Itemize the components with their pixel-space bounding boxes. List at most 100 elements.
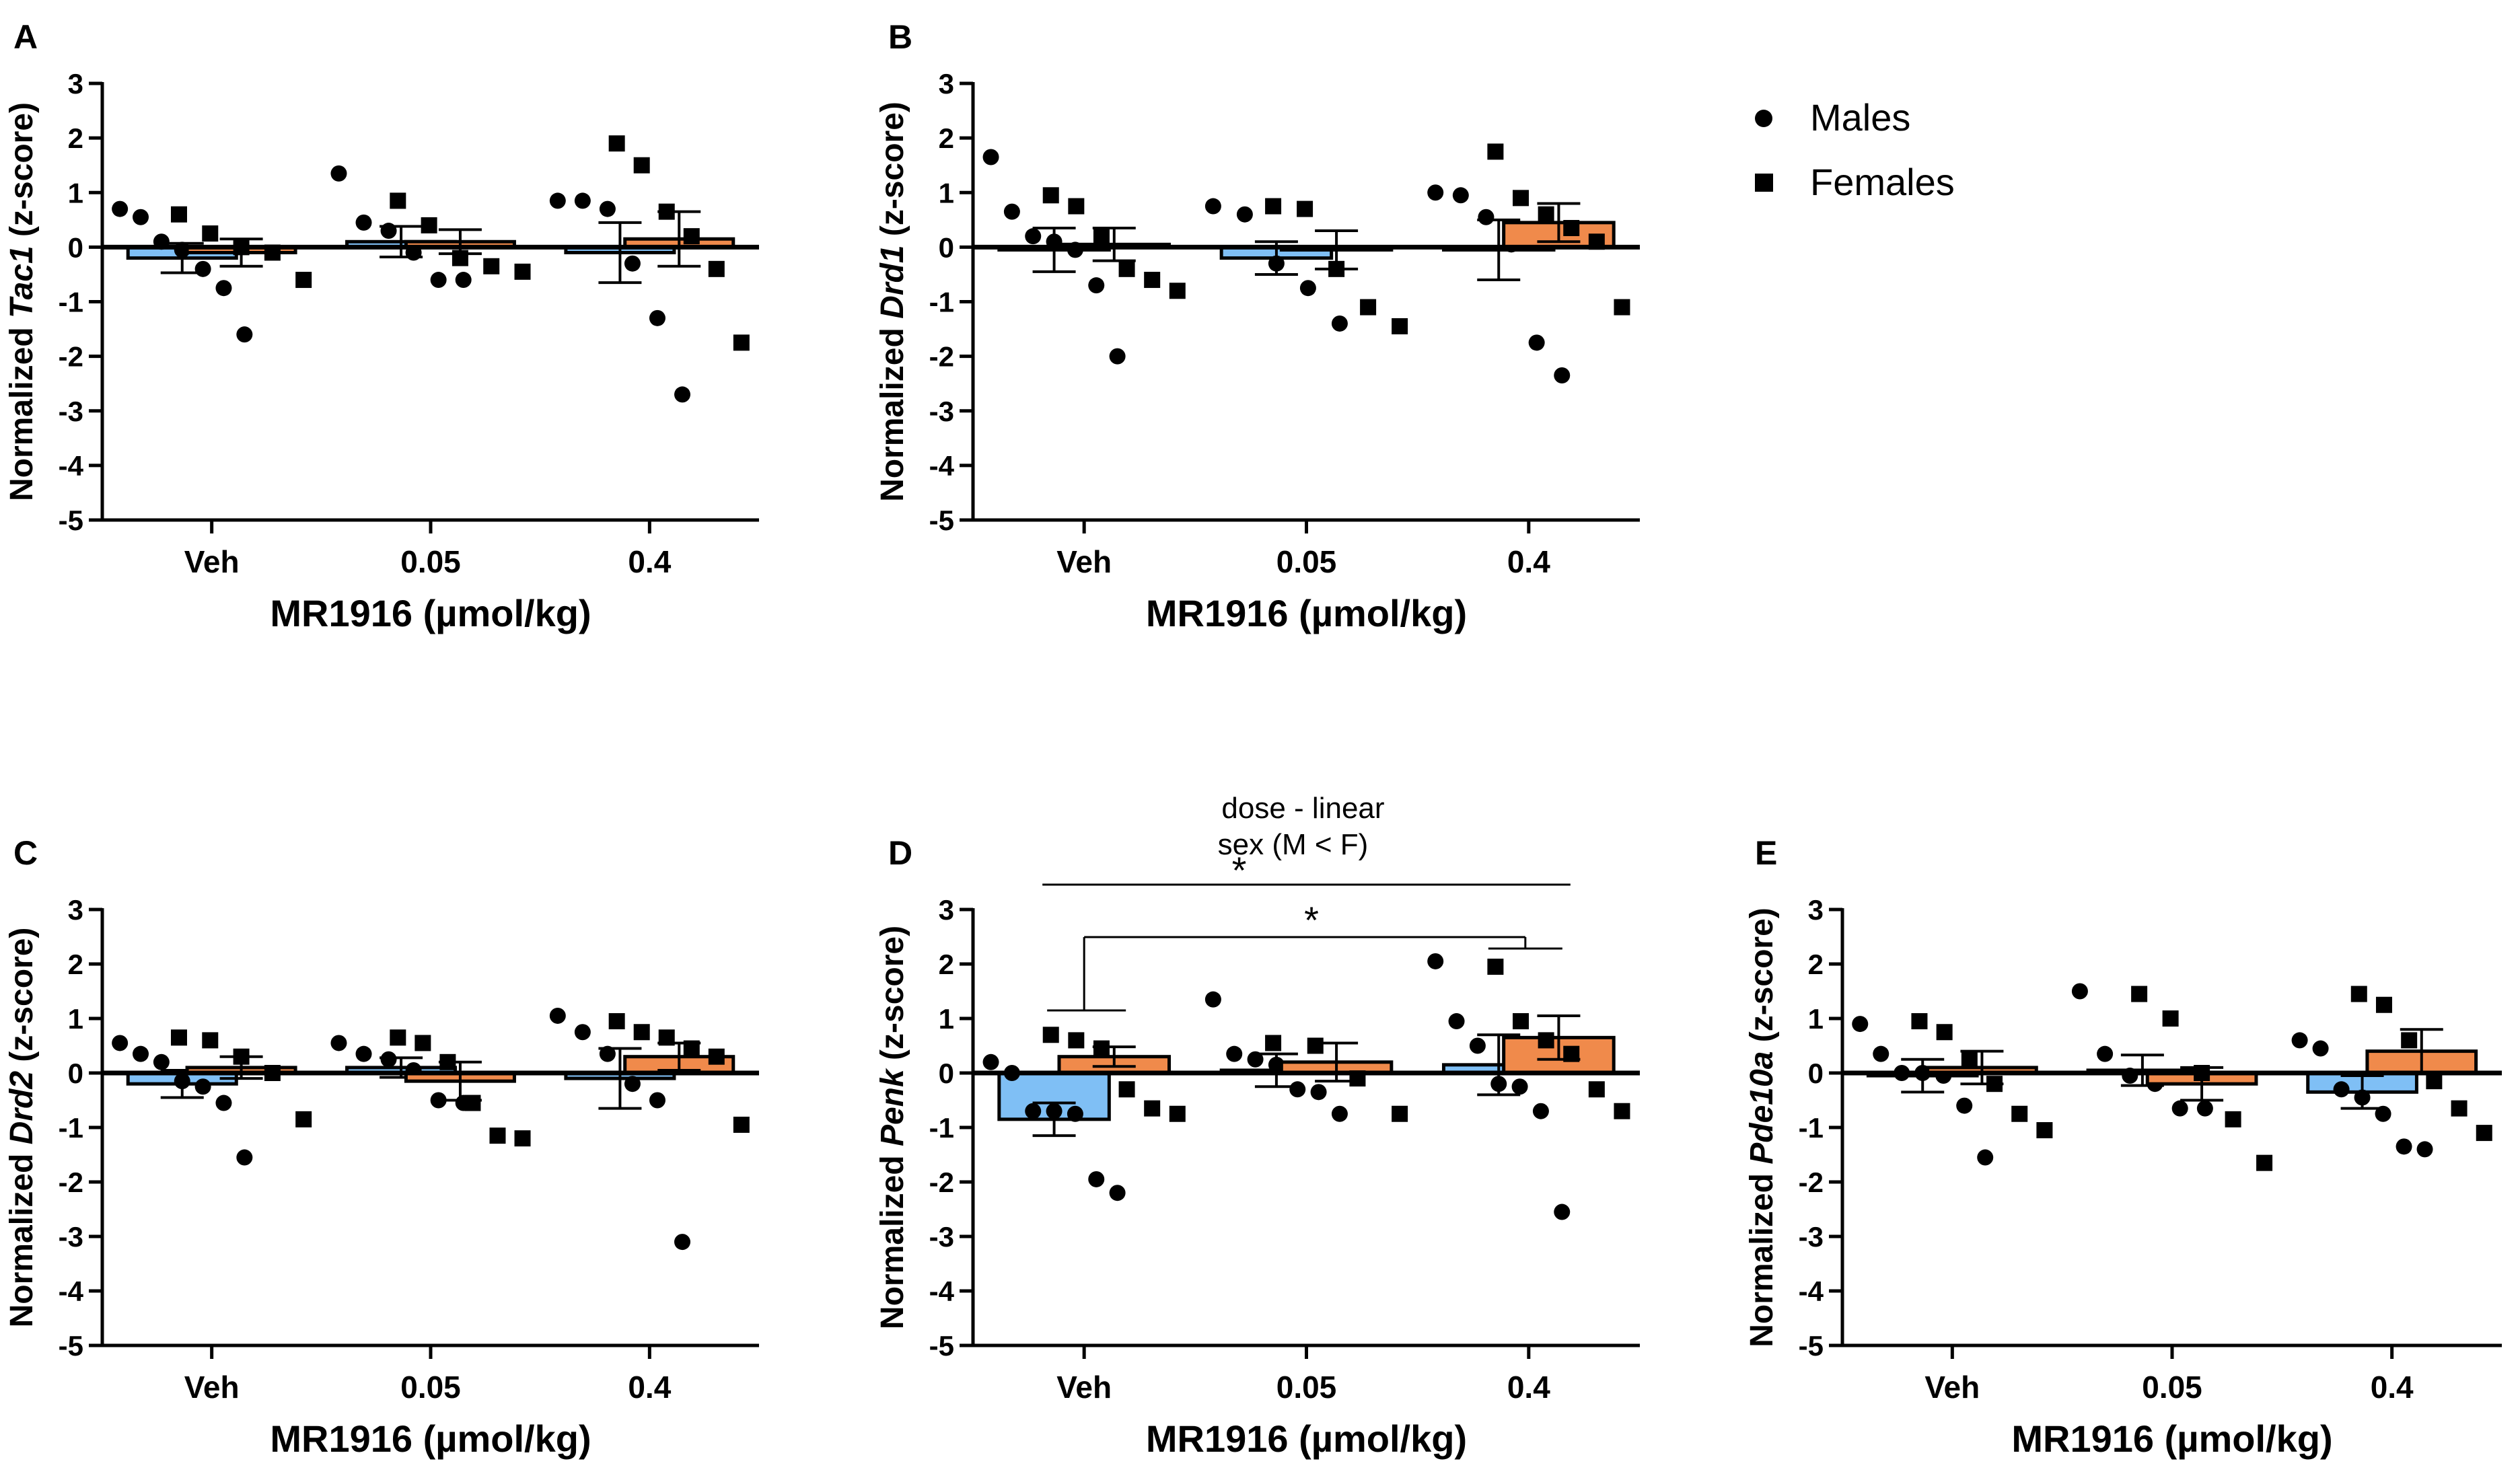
y-tick-label: 1: [68, 177, 83, 209]
legend: Males Females: [1755, 96, 1955, 203]
significance-star: *: [1304, 899, 1319, 941]
data-point-male: [236, 1149, 253, 1166]
panel-d: D3 2 1 0 -1 -2 -3 -4 -5 Veh 0.05 0.4 MR1916 (µmol/kg…: [875, 792, 1640, 1460]
data-point-female: [1513, 190, 1529, 207]
data-point-male: [549, 192, 566, 209]
data-point-female: [1144, 1100, 1161, 1117]
data-point-male: [236, 326, 253, 343]
x-tick-label: 0.4: [2371, 1370, 2414, 1405]
data-point-female: [170, 1029, 187, 1046]
data-point-male: [574, 192, 591, 209]
y-axis-label: Normalized Tac1 (z-score): [4, 102, 40, 501]
data-point-female: [658, 203, 675, 220]
y-axis-label-gene: Pde10a: [1744, 1051, 1780, 1164]
data-point-female: [2426, 1073, 2443, 1090]
data-point-male: [430, 1092, 447, 1109]
data-point-male: [2375, 1105, 2391, 1122]
data-point-male: [1554, 1203, 1571, 1220]
y-tick-label: 0: [68, 231, 83, 263]
data-point-male: [1528, 334, 1545, 351]
x-tick-label: 0.05: [2142, 1370, 2202, 1405]
data-point-female: [170, 206, 187, 223]
data-point-male: [1204, 991, 1221, 1008]
data-point-male: [2333, 1081, 2350, 1098]
x-tick-label: Veh: [1056, 544, 1112, 579]
data-point-male: [133, 1045, 149, 1062]
panel-a: A3 2 1 0 -1 -2 -3 -4 -5 Veh 0.05 0.4 MR1916 (µmol/kg…: [4, 18, 759, 634]
data-point-male: [215, 280, 232, 297]
data-point-male: [574, 1024, 591, 1041]
data-point-male: [982, 149, 999, 165]
data-point-male: [2071, 983, 2088, 1000]
data-point-male: [1873, 1045, 1889, 1062]
x-axis-label: MR1916 (µmol/kg): [270, 1417, 591, 1460]
data-point-female: [683, 228, 700, 245]
panel-letter: E: [1755, 834, 1777, 872]
y-tick-label: -5: [1799, 1330, 1824, 1362]
data-point-male: [355, 1045, 372, 1062]
data-point-male: [1109, 348, 1126, 365]
data-point-male: [2097, 1045, 2114, 1062]
data-point-female: [733, 334, 750, 351]
data-point-male: [380, 1051, 397, 1068]
y-tick-label: -3: [1799, 1221, 1824, 1253]
y-tick-label: 2: [68, 949, 83, 980]
x-tick-label: 0.4: [1507, 544, 1550, 579]
data-point-male: [1511, 1078, 1528, 1095]
panel-b: B3 2 1 0 -1 -2 -3 -4 -5 Veh 0.05 0.4 MR1916 (µmol/kg…: [875, 18, 1640, 634]
data-point-male: [2291, 1032, 2308, 1049]
data-point-female: [390, 1029, 406, 1046]
data-point-male: [2416, 1141, 2433, 1158]
significance-star: *: [1232, 849, 1247, 891]
data-point-female: [390, 192, 406, 209]
y-axis-label-gene: Penk: [875, 1068, 910, 1146]
data-point-female: [2131, 986, 2148, 1002]
data-point-male: [1956, 1097, 1973, 1114]
y-tick-label: -5: [59, 1330, 83, 1362]
data-point-female: [1614, 1103, 1630, 1119]
significance-note-dose: dose - linear: [1221, 792, 1384, 825]
x-axis-label: MR1916 (µmol/kg): [1146, 1417, 1467, 1460]
data-point-male: [1025, 1103, 1042, 1119]
x-tick-label: Veh: [1924, 1370, 1980, 1405]
data-point-male: [355, 214, 372, 231]
data-point-female: [2401, 1032, 2418, 1049]
data-point-female: [1265, 198, 1282, 215]
data-point-male: [194, 1078, 211, 1095]
data-point-female: [1307, 1037, 1324, 1054]
data-point-male: [1247, 1051, 1264, 1068]
x-tick-label: Veh: [184, 1370, 240, 1405]
data-point-male: [624, 255, 641, 272]
panel-letter: A: [13, 18, 38, 56]
y-tick-label: -2: [59, 341, 83, 373]
y-tick-label: -3: [929, 396, 954, 427]
data-point-male: [1109, 1185, 1126, 1201]
data-point-male: [1452, 187, 1469, 204]
data-point-female: [1961, 1051, 1978, 1068]
data-point-female: [1360, 299, 1377, 316]
data-point-female: [1986, 1076, 2003, 1092]
y-axis-label-gene: Tac1: [4, 246, 40, 318]
data-point-male: [2354, 1089, 2371, 1106]
data-point-female: [708, 260, 725, 277]
x-tick-label: Veh: [184, 544, 240, 579]
y-tick-label: 2: [1808, 949, 1824, 980]
y-tick-label: -5: [929, 1330, 954, 1362]
data-point-male: [2312, 1040, 2329, 1057]
data-point-male: [674, 386, 691, 403]
data-point-male: [649, 1092, 665, 1109]
y-tick-label: 2: [939, 122, 954, 154]
data-point-female: [1538, 206, 1554, 223]
y-tick-label: 0: [939, 231, 954, 263]
y-tick-label: -2: [929, 341, 954, 373]
y-axis-label-suffix: (z-score): [4, 102, 40, 246]
y-axis-label: Normalized Penk (z-score): [875, 926, 910, 1329]
y-axis-label-suffix: (z-score): [875, 926, 910, 1069]
y-tick-label: -3: [59, 396, 83, 427]
data-point-male: [194, 260, 211, 277]
x-axis-label: MR1916 (µmol/kg): [2011, 1417, 2332, 1460]
x-axis-label: MR1916 (µmol/kg): [1146, 592, 1467, 634]
y-tick-label: 3: [939, 894, 954, 926]
y-tick-label: -5: [59, 505, 83, 536]
data-point-male: [1226, 1045, 1243, 1062]
